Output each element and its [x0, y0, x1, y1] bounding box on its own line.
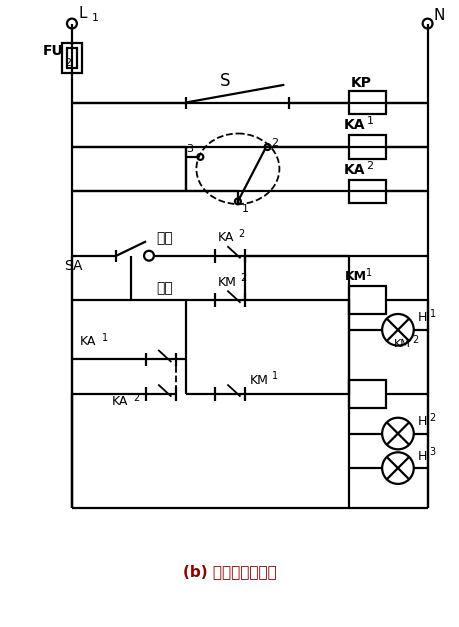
Text: H: H — [417, 450, 426, 463]
Bar — [67, 48, 77, 68]
Text: S: S — [220, 72, 230, 90]
Text: KA: KA — [218, 231, 234, 245]
Text: 1: 1 — [271, 371, 277, 381]
Text: 2: 2 — [237, 229, 244, 239]
Text: H: H — [417, 312, 426, 324]
Text: KA: KA — [343, 119, 364, 132]
Text: 2: 2 — [239, 273, 246, 283]
Text: 1: 1 — [429, 309, 435, 319]
Text: KM: KM — [249, 374, 268, 387]
Text: 1: 1 — [365, 117, 373, 127]
Text: 2: 2 — [271, 138, 278, 148]
Text: 2: 2 — [365, 161, 373, 171]
Text: L: L — [78, 6, 87, 21]
Text: 3: 3 — [186, 144, 193, 154]
Bar — [348, 91, 385, 115]
Bar — [348, 287, 385, 314]
Text: KA: KA — [80, 335, 96, 348]
Text: 自动: 自动 — [156, 231, 172, 245]
Text: KM: KM — [218, 276, 236, 289]
Text: 手动: 手动 — [156, 282, 172, 295]
Bar — [348, 380, 385, 408]
Text: FU: FU — [42, 45, 63, 58]
Text: 2: 2 — [429, 413, 435, 423]
Text: 1: 1 — [365, 268, 372, 278]
Text: KA: KA — [343, 163, 364, 177]
Text: 2: 2 — [64, 58, 71, 68]
Text: SA: SA — [64, 258, 82, 273]
Bar — [348, 180, 385, 203]
Text: KM: KM — [393, 339, 410, 349]
Text: 3: 3 — [429, 447, 435, 457]
Bar — [348, 135, 385, 159]
Text: 1: 1 — [91, 13, 99, 23]
Text: 1: 1 — [101, 333, 107, 343]
Text: N: N — [432, 8, 444, 23]
Text: 1: 1 — [241, 204, 248, 214]
Text: 2: 2 — [411, 335, 417, 345]
Bar — [62, 43, 82, 73]
Text: KP: KP — [350, 76, 371, 90]
Text: KA: KA — [111, 396, 128, 408]
Text: H: H — [417, 415, 426, 428]
Text: 2: 2 — [133, 393, 139, 403]
Text: KM: KM — [344, 270, 366, 283]
Text: (b) 二位式温度调节: (b) 二位式温度调节 — [183, 564, 276, 579]
